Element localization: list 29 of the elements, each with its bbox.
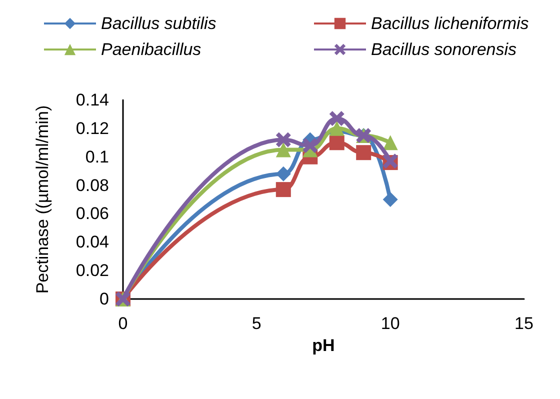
point	[329, 135, 344, 150]
point	[302, 138, 318, 153]
point	[276, 182, 291, 198]
y-tick-label: 0	[100, 290, 109, 308]
point	[329, 110, 344, 126]
legend-label: Bacillus sonorensis	[371, 40, 518, 59]
y-tick-label: 0.02	[76, 261, 109, 280]
point	[382, 135, 398, 150]
y-tick-label: 0.08	[76, 176, 109, 195]
y-tick-label: 0.06	[76, 204, 109, 224]
point	[329, 120, 344, 136]
point	[276, 132, 291, 148]
point	[276, 142, 291, 158]
legend-label: Bacillus licheniformis	[371, 14, 530, 33]
y-tick-label: 0.14	[76, 90, 109, 110]
x-tick-label: 15	[514, 314, 534, 333]
legend-label: Bacillus subtilis	[101, 14, 217, 33]
x-tick-label: 5	[252, 314, 262, 333]
y-tick-label: 0.12	[76, 118, 109, 138]
x-tick-label: 10	[380, 314, 400, 333]
point	[356, 145, 372, 160]
y-axis-title: Pectinase ((µmol/ml/min)	[33, 105, 52, 294]
y-tick-label: 0.1	[85, 147, 109, 166]
x-tick-label: 0	[118, 314, 128, 333]
point	[382, 192, 398, 207]
y-tick-label: 0.04	[76, 232, 109, 252]
legend-label: Paenibacillus	[101, 40, 202, 59]
point	[276, 166, 291, 182]
x-axis-title: pH	[312, 336, 335, 355]
